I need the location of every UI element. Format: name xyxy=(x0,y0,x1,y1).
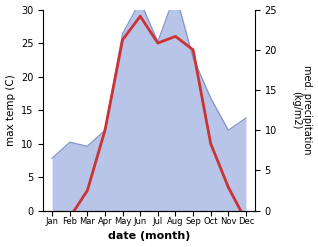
X-axis label: date (month): date (month) xyxy=(108,231,190,242)
Y-axis label: max temp (C): max temp (C) xyxy=(5,74,16,146)
Y-axis label: med. precipitation
(kg/m2): med. precipitation (kg/m2) xyxy=(291,65,313,155)
